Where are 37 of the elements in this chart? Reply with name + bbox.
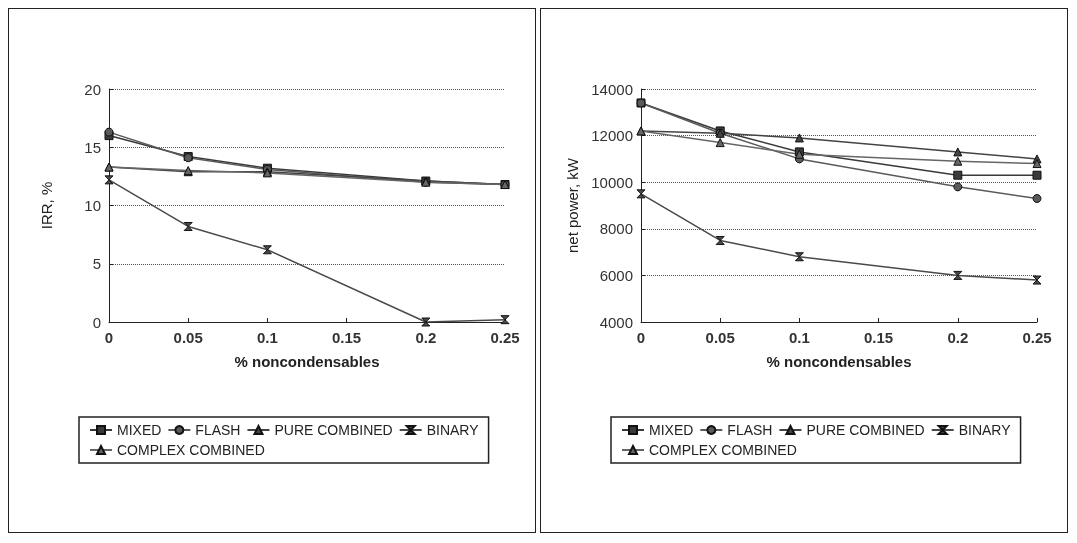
x-tick-label: 0.25 xyxy=(1022,329,1052,346)
y-tick-label: 6000 xyxy=(599,266,633,284)
x-tick-label: 0.05 xyxy=(705,329,735,346)
y-tick-label: 10000 xyxy=(591,173,633,191)
y-tick-label: 4000 xyxy=(599,313,633,331)
x-tick-label: 0 xyxy=(104,329,114,346)
legend-label: BINARY xyxy=(426,422,480,438)
y-tick-label: 12000 xyxy=(591,127,633,145)
y-tick-label: 14000 xyxy=(591,80,633,98)
legend-label: COMPLEX COMBINED xyxy=(649,442,797,458)
x-tick-label: 0 xyxy=(636,329,646,346)
x-tick-label: 0.15 xyxy=(332,329,362,346)
x-axis-title: % noncondensables xyxy=(766,353,912,370)
legend-label: BINARY xyxy=(958,422,1012,438)
y-tick-label: 0 xyxy=(92,313,101,331)
y-tick-label: 15 xyxy=(84,138,101,156)
y-axis-title: net power, kW xyxy=(564,157,582,254)
x-axis-title: % noncondensables xyxy=(234,353,380,370)
x-tick-label: 0.15 xyxy=(864,329,894,346)
y-tick-label: 20 xyxy=(84,80,101,98)
x-tick-label: 0.05 xyxy=(173,329,203,346)
x-tick-label: 0.2 xyxy=(947,329,969,346)
x-tick-label: 0.25 xyxy=(490,329,520,346)
legend-label: FLASH xyxy=(195,422,241,438)
legend-label: FLASH xyxy=(727,422,773,438)
legend-label: MIXED xyxy=(649,422,694,438)
y-axis-title: IRR, % xyxy=(38,181,55,230)
y-tick-label: 5 xyxy=(92,255,101,273)
legend-label: MIXED xyxy=(117,422,162,438)
legend-label: PURE COMBINED xyxy=(274,422,393,438)
x-tick-label: 0.1 xyxy=(256,329,278,346)
legend-label: COMPLEX COMBINED xyxy=(117,442,265,458)
x-tick-label: 0.2 xyxy=(415,329,437,346)
y-tick-label: 8000 xyxy=(599,220,633,238)
y-tick-label: 10 xyxy=(84,197,101,214)
x-tick-label: 0.1 xyxy=(788,329,810,346)
legend-label: PURE COMBINED xyxy=(806,422,925,438)
